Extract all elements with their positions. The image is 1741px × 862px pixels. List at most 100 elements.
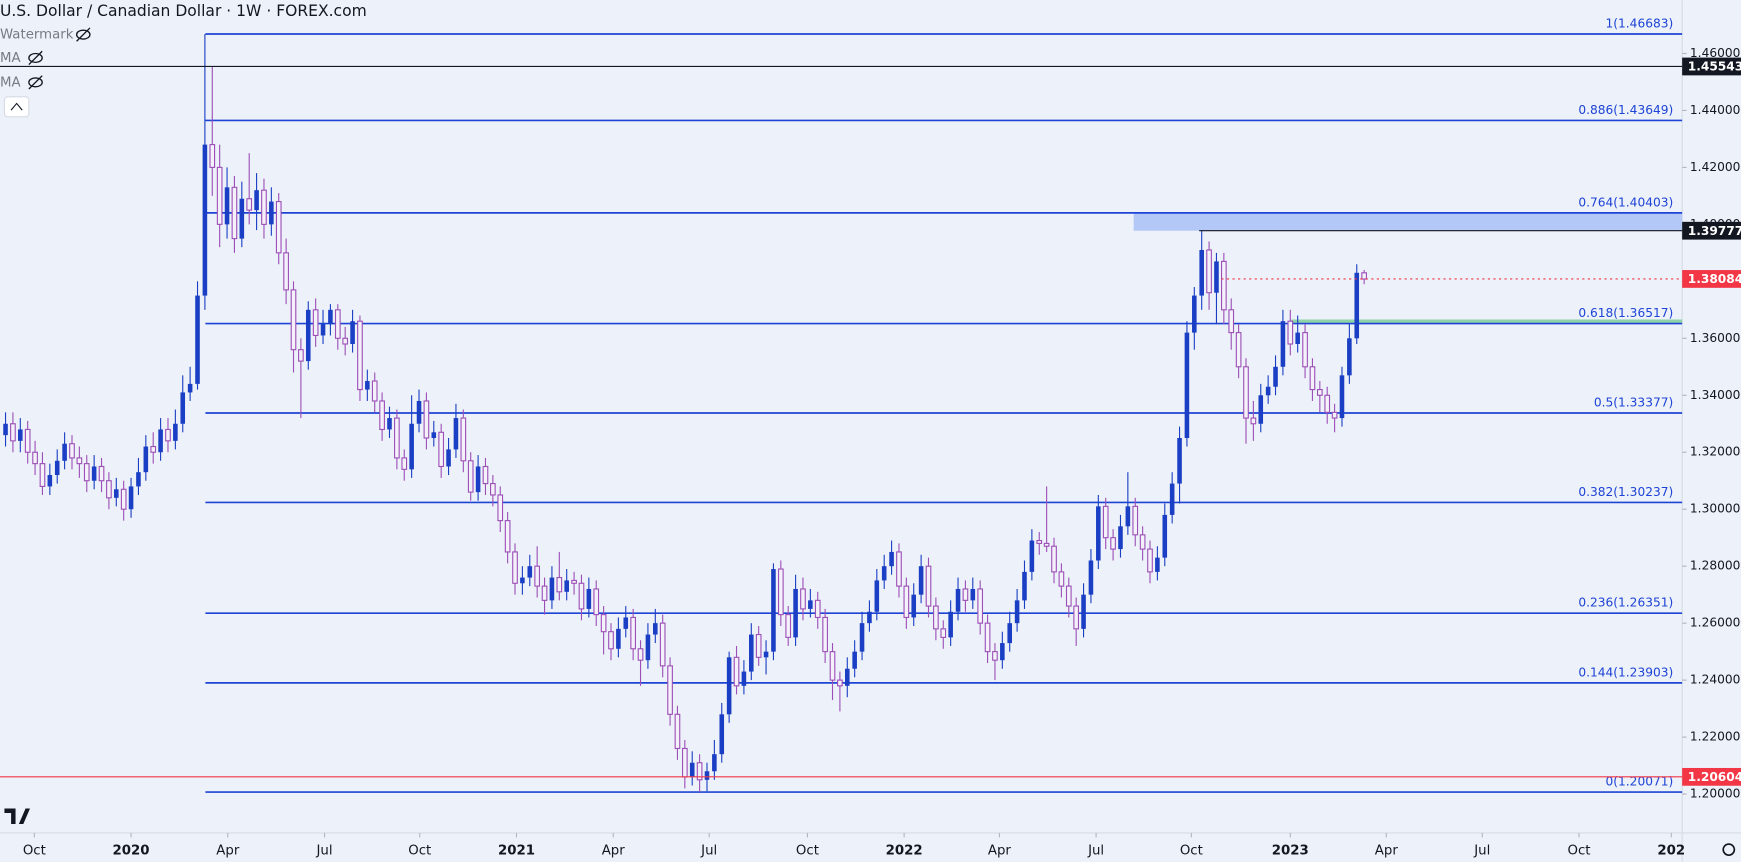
- candle-body: [1324, 394, 1331, 413]
- eye-icon[interactable]: [28, 77, 43, 88]
- fib-label: 0.764(1.40403): [1578, 195, 1673, 209]
- candle-body: [106, 480, 112, 499]
- candle-body: [39, 463, 46, 487]
- candle-body: [637, 648, 644, 661]
- price-tag-label: 1.20604: [1688, 770, 1741, 784]
- indicator-label[interactable]: Watermark: [0, 28, 74, 43]
- eye-icon[interactable]: [75, 29, 91, 40]
- candle-body: [992, 651, 998, 661]
- candle-body: [1206, 249, 1212, 294]
- eye-icon[interactable]: [28, 52, 43, 64]
- candle-body: [1199, 250, 1204, 296]
- candle-body: [195, 295, 200, 384]
- candle-body: [814, 599, 821, 619]
- visibility-icons[interactable]: [28, 27, 91, 90]
- x-tick-label: Oct: [1567, 844, 1590, 859]
- price-tag-label: 1.38084: [1688, 272, 1741, 286]
- candle-body: [180, 392, 186, 424]
- x-tick-label: 2023: [1272, 844, 1309, 859]
- indicator-label[interactable]: MA: [0, 75, 21, 90]
- x-tick-label: Apr: [602, 844, 626, 859]
- candle-body: [401, 457, 408, 470]
- candle-body: [800, 588, 806, 610]
- candle-body: [867, 611, 872, 624]
- candle-body: [497, 494, 504, 522]
- candle-body: [874, 580, 880, 612]
- candle-body: [755, 633, 762, 658]
- y-tick-label: 1.24000: [1690, 673, 1740, 687]
- candle-body: [1339, 375, 1345, 419]
- candle-body: [808, 600, 813, 609]
- candle-body: [460, 417, 467, 462]
- candle-body: [202, 144, 208, 296]
- candle-body: [1139, 534, 1146, 550]
- collapse-button[interactable]: [3, 96, 30, 118]
- candle-body: [704, 771, 710, 780]
- candle-body: [1132, 505, 1139, 536]
- candle-body: [1273, 366, 1278, 387]
- candle-body: [653, 623, 658, 635]
- candle-body: [616, 628, 621, 649]
- candle-body: [165, 428, 171, 442]
- candle-body: [431, 432, 437, 439]
- candle-body: [467, 460, 474, 493]
- candle-body: [534, 565, 541, 587]
- candle-body: [712, 754, 717, 772]
- candle-body: [187, 383, 193, 393]
- candle-body: [1081, 594, 1086, 629]
- candle-body: [1316, 389, 1323, 396]
- candle-body: [1022, 571, 1027, 601]
- candle-body: [955, 588, 961, 612]
- candle-body: [512, 551, 518, 584]
- candle-body: [681, 747, 688, 778]
- candle-body: [1192, 295, 1197, 333]
- fib-label: 0(1.20071): [1606, 775, 1674, 789]
- fib-label: 0.144(1.23903): [1578, 665, 1673, 679]
- candle-body: [940, 628, 947, 638]
- candle-body: [903, 585, 910, 619]
- candle-body: [777, 568, 784, 616]
- candle-body: [696, 762, 703, 781]
- candle-body: [504, 520, 511, 553]
- candle-body: [1155, 557, 1160, 572]
- candle-body: [667, 665, 673, 715]
- candle-body: [925, 565, 932, 607]
- candle-body: [608, 631, 614, 650]
- candle-body: [120, 488, 127, 510]
- price-tag: [1682, 767, 1741, 786]
- y-tick-label: 1.46000: [1690, 46, 1740, 60]
- candle-body: [98, 465, 105, 482]
- candle-body: [1280, 321, 1286, 367]
- candle-body: [933, 605, 939, 630]
- candle-body: [1169, 483, 1175, 515]
- candle-body: [829, 651, 836, 681]
- candle-body: [342, 337, 349, 345]
- price-tag: [1682, 221, 1741, 240]
- candle-body: [231, 186, 238, 240]
- settings-icon[interactable]: [1722, 843, 1736, 856]
- candle-body: [977, 588, 984, 624]
- plot-area: 1(1.46683) 0.886(1.43649) 0.764(1.40403) 0.…: [0, 17, 1683, 793]
- candle-body: [1065, 585, 1072, 607]
- candle-body: [527, 566, 533, 578]
- indicator-label[interactable]: MA: [0, 51, 21, 66]
- candle-body: [320, 324, 326, 336]
- candle-body: [571, 579, 577, 584]
- candle-body: [1354, 272, 1360, 339]
- x-tick-label: Apr: [1375, 844, 1399, 859]
- candle-body: [918, 566, 924, 595]
- candle-body: [158, 429, 163, 453]
- candle-body: [298, 349, 304, 362]
- candle-body: [24, 428, 31, 453]
- y-tick-label: 1.36000: [1690, 331, 1740, 345]
- candle-body: [83, 463, 90, 482]
- y-tick-label: 1.42000: [1690, 160, 1740, 174]
- candle-body: [350, 321, 355, 345]
- candle-body: [1347, 338, 1352, 376]
- candle-body: [482, 465, 489, 485]
- candle-body: [837, 679, 843, 687]
- candle-body: [254, 190, 259, 211]
- y-tick-label: 1.44000: [1690, 103, 1740, 117]
- price-tag-label: 1.45543: [1688, 60, 1741, 74]
- candle-body: [962, 588, 969, 601]
